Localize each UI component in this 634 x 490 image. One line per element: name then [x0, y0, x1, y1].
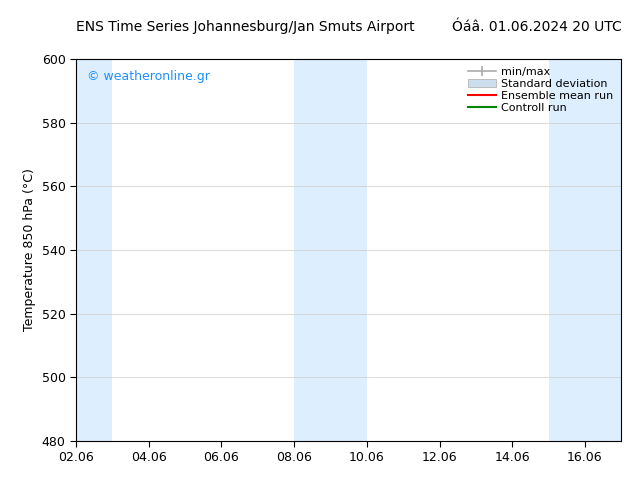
Text: Óáâ. 01.06.2024 20 UTC: Óáâ. 01.06.2024 20 UTC	[451, 20, 621, 34]
Bar	[76, 59, 112, 441]
Bar	[548, 59, 621, 441]
Bar	[294, 59, 367, 441]
Text: ENS Time Series Johannesburg/Jan Smuts Airport: ENS Time Series Johannesburg/Jan Smuts A…	[76, 20, 415, 34]
Y-axis label: Temperature 850 hPa (°C): Temperature 850 hPa (°C)	[23, 169, 36, 331]
Text: © weatheronline.gr: © weatheronline.gr	[87, 70, 210, 83]
Legend: min/max, Standard deviation, Ensemble mean run, Controll run: min/max, Standard deviation, Ensemble me…	[466, 64, 616, 116]
